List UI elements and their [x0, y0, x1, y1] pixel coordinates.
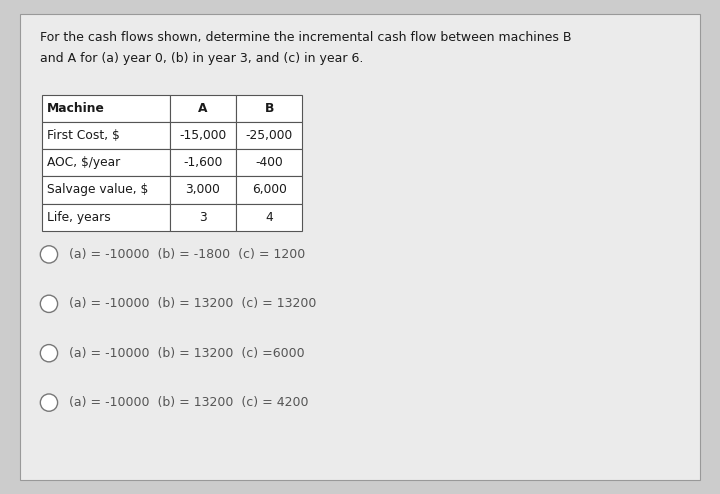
Text: -15,000: -15,000	[179, 129, 227, 142]
Bar	[236, 204, 302, 231]
Bar	[42, 122, 170, 149]
Text: -25,000: -25,000	[246, 129, 293, 142]
Text: 6,000: 6,000	[252, 183, 287, 197]
Bar	[236, 95, 302, 122]
Text: (a) = -10000  (b) = 13200  (c) = 13200: (a) = -10000 (b) = 13200 (c) = 13200	[69, 297, 317, 310]
Bar	[170, 122, 236, 149]
Text: (a) = -10000  (b) = -1800  (c) = 1200: (a) = -10000 (b) = -1800 (c) = 1200	[69, 248, 305, 261]
Text: First Cost, $: First Cost, $	[47, 129, 120, 142]
Text: -400: -400	[256, 156, 283, 169]
Ellipse shape	[40, 345, 58, 362]
Ellipse shape	[40, 246, 58, 263]
Text: 4: 4	[266, 210, 273, 224]
Text: For the cash flows shown, determine the incremental cash flow between machines B: For the cash flows shown, determine the …	[40, 31, 571, 43]
Ellipse shape	[40, 394, 58, 411]
Bar	[236, 176, 302, 204]
Ellipse shape	[40, 295, 58, 312]
Text: A: A	[198, 102, 208, 115]
Text: and A for (a) year 0, (b) in year 3, and (c) in year 6.: and A for (a) year 0, (b) in year 3, and…	[40, 52, 363, 65]
Text: Machine: Machine	[47, 102, 104, 115]
Bar	[42, 176, 170, 204]
Text: AOC, $/year: AOC, $/year	[47, 156, 120, 169]
Text: B: B	[264, 102, 274, 115]
Text: (a) = -10000  (b) = 13200  (c) =6000: (a) = -10000 (b) = 13200 (c) =6000	[69, 347, 305, 360]
Bar	[170, 204, 236, 231]
Bar	[170, 149, 236, 176]
Bar	[236, 149, 302, 176]
Text: (a) = -10000  (b) = 13200  (c) = 4200: (a) = -10000 (b) = 13200 (c) = 4200	[69, 396, 309, 409]
Text: Salvage value, $: Salvage value, $	[47, 183, 148, 197]
Bar	[42, 204, 170, 231]
Text: 3,000: 3,000	[186, 183, 220, 197]
Bar	[170, 95, 236, 122]
Bar	[236, 122, 302, 149]
FancyBboxPatch shape	[20, 14, 700, 480]
Text: -1,600: -1,600	[184, 156, 222, 169]
Text: 3: 3	[199, 210, 207, 224]
Text: Life, years: Life, years	[47, 210, 111, 224]
Bar	[170, 176, 236, 204]
Bar	[42, 95, 170, 122]
Bar	[42, 149, 170, 176]
